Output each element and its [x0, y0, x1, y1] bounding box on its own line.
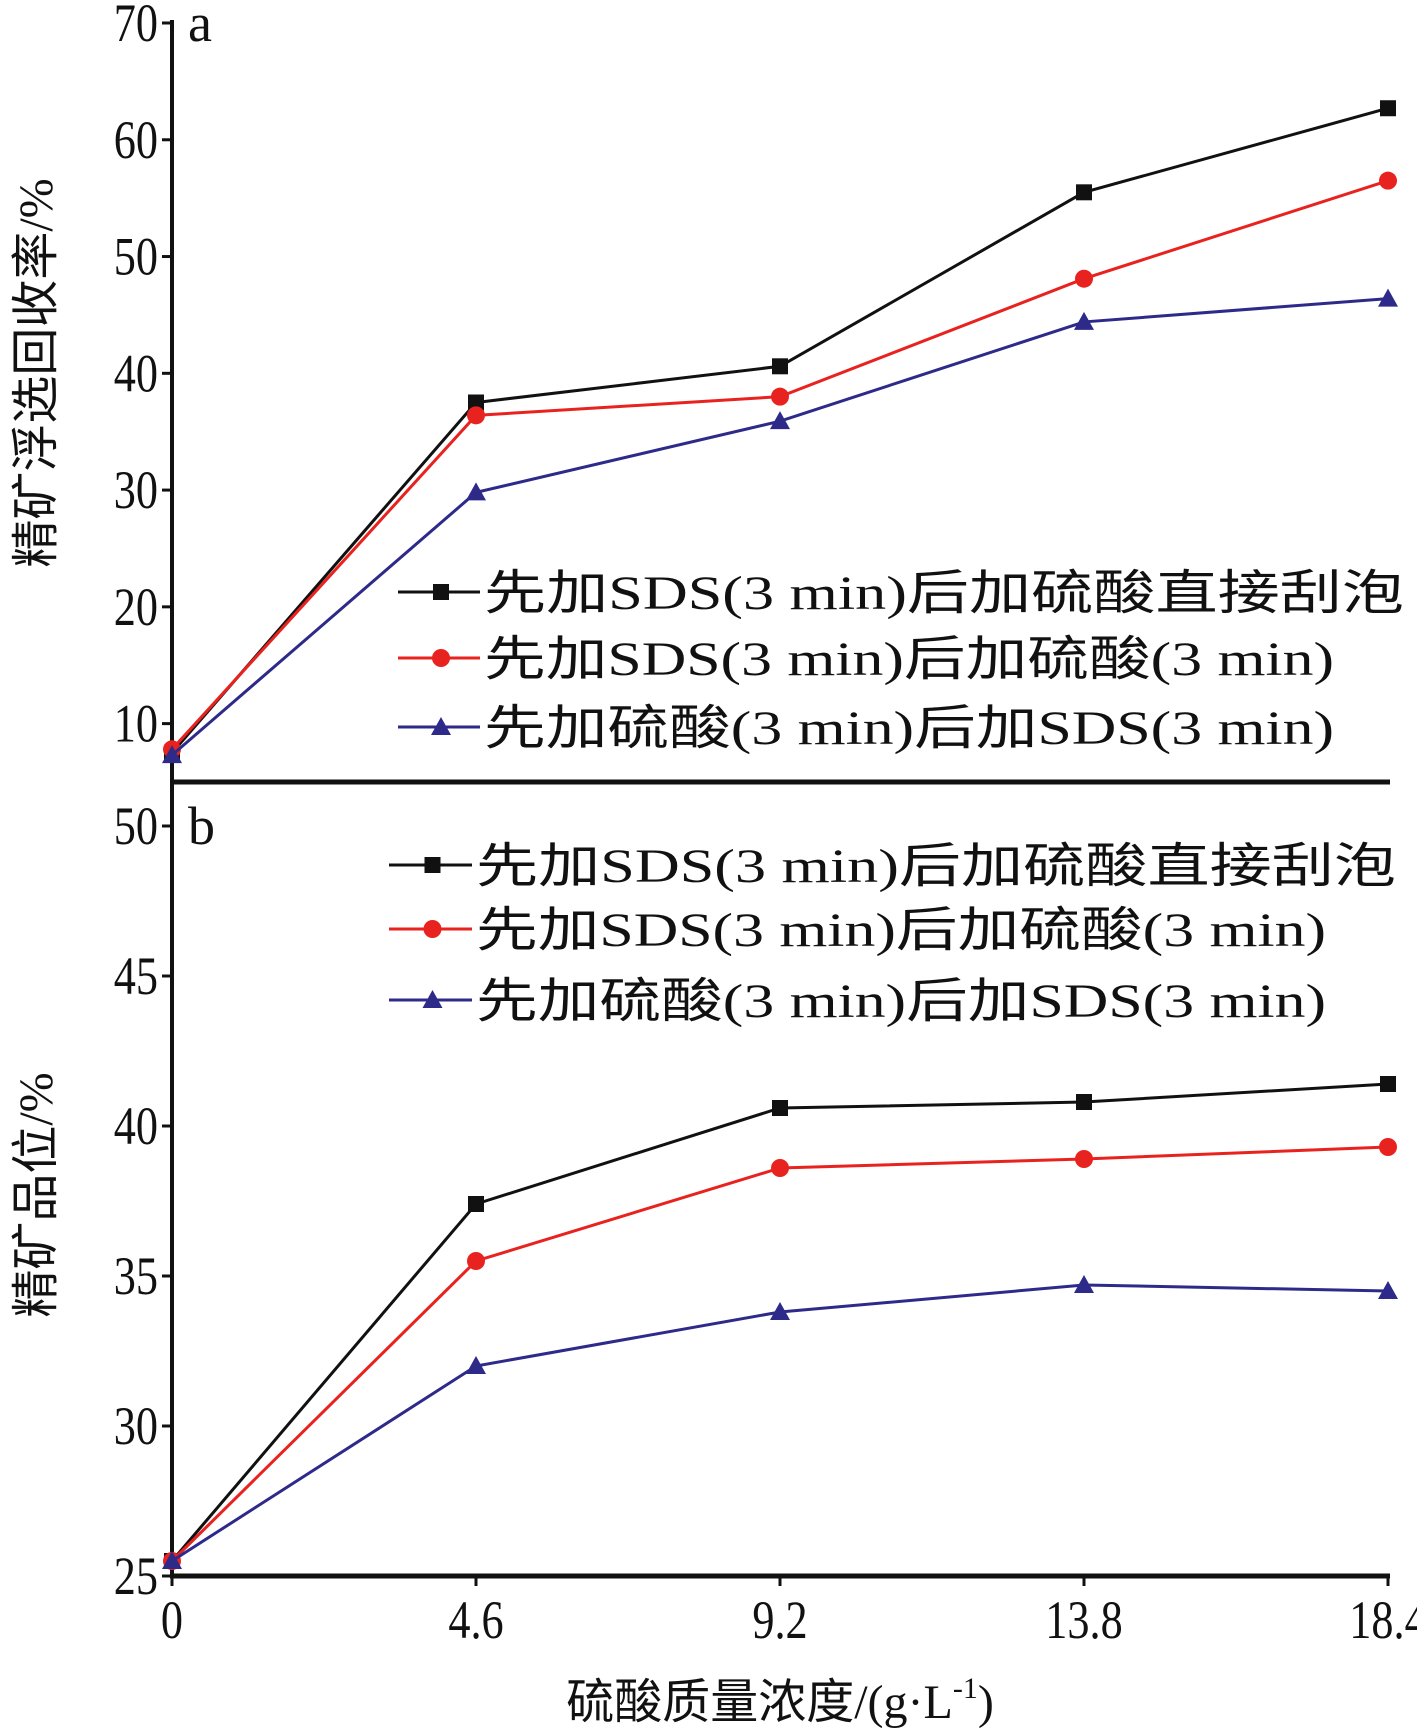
- y-tick-label: 60: [114, 110, 158, 170]
- data-point-triangle: [770, 411, 790, 430]
- legend-label: 先加硫酸(3 min)后加SDS(3 min): [484, 702, 1334, 755]
- x-axis-label-superscript: -1: [953, 1672, 978, 1705]
- data-point-triangle: [1074, 1275, 1094, 1293]
- panel-label: a: [188, 0, 212, 53]
- y-tick-label: 50: [114, 796, 158, 856]
- legend-item-2: 先加硫酸(3 min)后加SDS(3 min): [398, 702, 1334, 755]
- legend-label: 先加SDS(3 min)后加硫酸直接刮泡: [476, 840, 1396, 893]
- data-point-triangle: [770, 1302, 790, 1320]
- legend-item-0: 先加SDS(3 min)后加硫酸直接刮泡: [389, 840, 1396, 893]
- data-point-square: [468, 1196, 484, 1212]
- x-tick-label: 13.8: [1045, 1590, 1122, 1650]
- legend-item-1: 先加SDS(3 min)后加硫酸(3 min): [389, 904, 1326, 957]
- data-point-triangle: [422, 990, 443, 1008]
- y-tick-label: 35: [114, 1246, 158, 1306]
- data-point-triangle: [466, 482, 486, 501]
- data-point-circle: [771, 387, 789, 406]
- data-point-triangle: [1074, 311, 1094, 330]
- legend-label: 先加SDS(3 min)后加硫酸(3 min): [484, 633, 1334, 686]
- panel-a-recovery-chart: 10 20 30 40 50 60 70 a 精矿浮选回收率/% 先加SDS(3 min)后加硫酸…: [10, 0, 1404, 785]
- series-2: [162, 1275, 1398, 1569]
- y-tick-label: 10: [114, 693, 158, 753]
- y-axis-label: 精矿品位/%: [10, 1072, 63, 1317]
- data-point-triangle: [466, 1356, 486, 1374]
- x-tick-label: 18.4: [1349, 1590, 1417, 1650]
- series-2: [162, 288, 1398, 764]
- y-tick-label: 50: [114, 226, 158, 286]
- x-tick-label: 4.6: [448, 1590, 503, 1650]
- data-point-triangle: [162, 745, 182, 764]
- series-0: [164, 1076, 1396, 1569]
- data-point-circle: [467, 406, 485, 425]
- data-point-triangle: [162, 1551, 182, 1569]
- data-point-circle: [432, 649, 450, 667]
- legend-label: 先加SDS(3 min)后加硫酸直接刮泡: [484, 567, 1404, 620]
- legend-label: 先加SDS(3 min)后加硫酸(3 min): [476, 904, 1326, 957]
- data-point-square: [1380, 100, 1396, 117]
- data-point-square: [1380, 1076, 1396, 1092]
- x-axis-label-end: ): [978, 1676, 994, 1729]
- data-point-square: [1076, 1094, 1092, 1110]
- legend-label: 先加硫酸(3 min)后加SDS(3 min): [476, 975, 1326, 1028]
- y-tick-label: 20: [114, 577, 158, 637]
- x-tick-label: 0: [161, 1590, 183, 1650]
- legend-item-2: 先加硫酸(3 min)后加SDS(3 min): [389, 975, 1326, 1028]
- data-point-square: [468, 394, 484, 411]
- data-point-square: [433, 584, 449, 600]
- data-point-circle: [1379, 171, 1397, 190]
- legend-item-1: 先加SDS(3 min)后加硫酸(3 min): [398, 633, 1334, 686]
- y-tick-label: 45: [114, 946, 158, 1006]
- data-point-square: [1076, 184, 1092, 201]
- data-point-triangle: [1378, 288, 1398, 307]
- data-point-triangle: [431, 717, 451, 735]
- x-axis-label-main: 硫酸质量浓度/(g·L: [566, 1676, 953, 1729]
- data-point-square: [772, 1100, 788, 1116]
- data-point-circle: [771, 1159, 789, 1177]
- x-tick-label: 9.2: [752, 1590, 807, 1650]
- y-tick-label: 40: [114, 1096, 158, 1156]
- data-point-circle: [1379, 1138, 1397, 1156]
- legend-item-0: 先加SDS(3 min)后加硫酸直接刮泡: [398, 567, 1404, 620]
- data-point-square: [424, 857, 441, 873]
- series-line: [171, 1283, 1389, 1563]
- panel-b-grade-chart: 25 30 35 40 45 50 0 4.6 9.2 13.8 18.4 硫酸质量浓度/(g·L-1…: [10, 782, 1417, 1729]
- data-point-triangle: [1378, 1281, 1398, 1299]
- data-point-square: [772, 358, 788, 375]
- data-point-circle: [1075, 269, 1093, 288]
- panel-label: b: [188, 796, 215, 856]
- y-tick-label: 40: [114, 343, 158, 403]
- data-point-circle: [467, 1252, 485, 1270]
- series-line: [170, 1145, 1389, 1563]
- y-tick-label: 25: [114, 1546, 158, 1606]
- y-tick-label: 30: [114, 1396, 158, 1456]
- y-tick-label: 30: [114, 460, 158, 520]
- data-point-circle: [423, 920, 442, 938]
- x-axis-label: 硫酸质量浓度/(g·L-1): [566, 1672, 994, 1729]
- y-axis-label: 精矿浮选回收率/%: [10, 178, 63, 567]
- y-tick-label: 70: [114, 0, 158, 53]
- data-point-circle: [1075, 1150, 1093, 1168]
